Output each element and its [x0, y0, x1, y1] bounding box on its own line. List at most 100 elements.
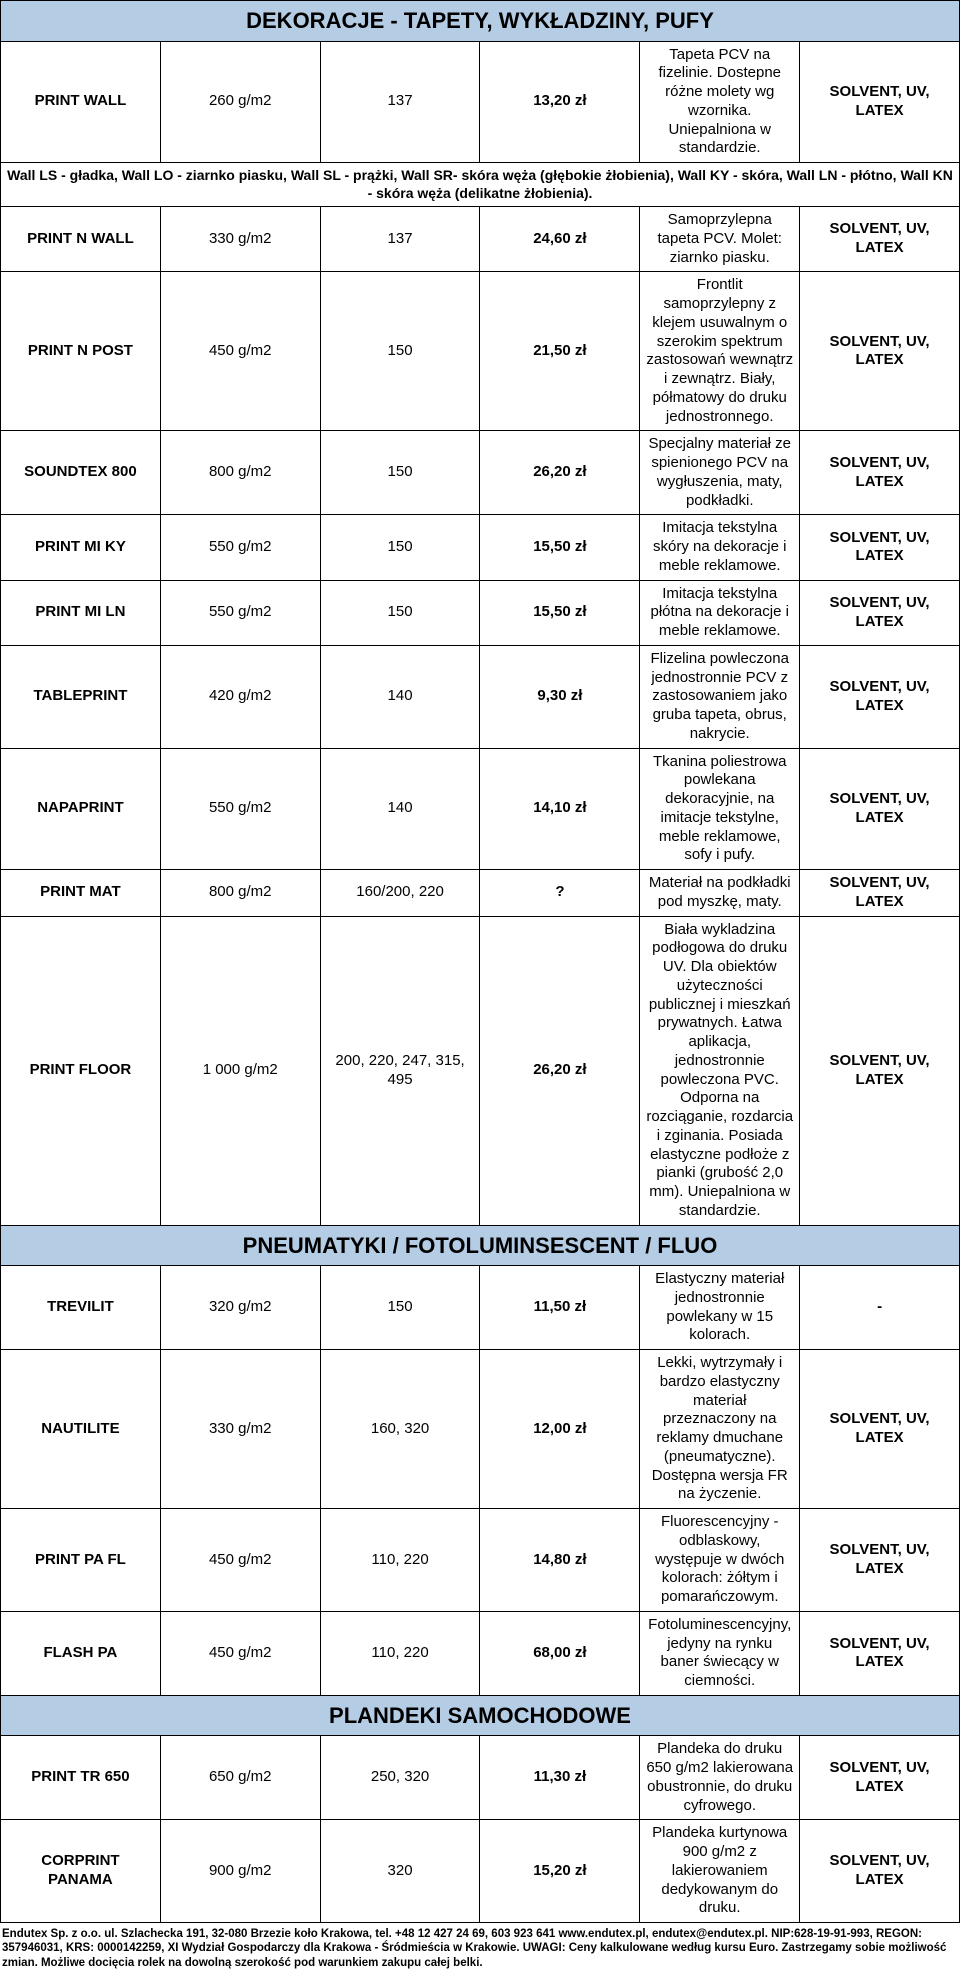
cell-desc: Flizelina powleczona jednostronnie PCV z… [640, 645, 800, 748]
cell-desc: Specjalny materiał ze spienionego PCV na… [640, 431, 800, 515]
cell-price: 14,10 zł [480, 748, 640, 870]
cell-name: CORPRINT PANAMA [1, 1820, 161, 1923]
cell-price: 24,60 zł [480, 207, 640, 272]
table-row: PRINT PA FL 450 g/m2 110, 220 14,80 zł F… [1, 1509, 960, 1612]
table-row: PRINT MI LN 550 g/m2 150 15,50 zł Imitac… [1, 580, 960, 645]
table-row: PRINT TR 650 650 g/m2 250, 320 11,30 zł … [1, 1736, 960, 1820]
cell-price: 21,50 zł [480, 272, 640, 431]
cell-width: 110, 220 [320, 1611, 480, 1695]
cell-width: 150 [320, 431, 480, 515]
cell-desc: Plandeka do druku 650 g/m2 lakierowana o… [640, 1736, 800, 1820]
cell-ink: SOLVENT, UV, LATEX [800, 1509, 960, 1612]
cell-desc: Imitacja tekstylna płótna na dekoracje i… [640, 580, 800, 645]
cell-width: 140 [320, 645, 480, 748]
cell-gram: 450 g/m2 [160, 272, 320, 431]
cell-gram: 550 g/m2 [160, 580, 320, 645]
cell-width: 150 [320, 1266, 480, 1350]
cell-width: 150 [320, 515, 480, 580]
cell-name: TREVILIT [1, 1266, 161, 1350]
cell-desc: Frontlit samoprzylepny z klejem usuwalny… [640, 272, 800, 431]
table-row: PRINT FLOOR 1 000 g/m2 200, 220, 247, 31… [1, 916, 960, 1225]
cell-ink: SOLVENT, UV, LATEX [800, 645, 960, 748]
cell-name: PRINT MI LN [1, 580, 161, 645]
section-title: DEKORACJE - TAPETY, WYKŁADZINY, PUFY [1, 1, 960, 42]
cell-ink: SOLVENT, UV, LATEX [800, 41, 960, 163]
cell-price: 11,30 zł [480, 1736, 640, 1820]
cell-price: ? [480, 870, 640, 917]
cell-desc: Fotoluminescencyjny, jedyny na rynku ban… [640, 1611, 800, 1695]
cell-name: PRINT PA FL [1, 1509, 161, 1612]
table-row: PRINT WALL 260 g/m2 137 13,20 zł Tapeta … [1, 41, 960, 163]
note-row: Wall LS - gładka, Wall LO - ziarnko pias… [1, 163, 960, 207]
cell-desc: Biała wykladzina podłogowa do druku UV. … [640, 916, 800, 1225]
cell-width: 160/200, 220 [320, 870, 480, 917]
cell-ink: SOLVENT, UV, LATEX [800, 748, 960, 870]
cell-desc: Elastyczny materiał jednostronnie powlek… [640, 1266, 800, 1350]
cell-name: PRINT TR 650 [1, 1736, 161, 1820]
cell-price: 9,30 zł [480, 645, 640, 748]
table-row: CORPRINT PANAMA 900 g/m2 320 15,20 zł Pl… [1, 1820, 960, 1923]
cell-ink: SOLVENT, UV, LATEX [800, 870, 960, 917]
table-row: PRINT N WALL 330 g/m2 137 24,60 zł Samop… [1, 207, 960, 272]
cell-ink: SOLVENT, UV, LATEX [800, 515, 960, 580]
cell-name: PRINT WALL [1, 41, 161, 163]
note-text: Wall LS - gładka, Wall LO - ziarnko pias… [1, 163, 960, 207]
cell-gram: 420 g/m2 [160, 645, 320, 748]
cell-price: 15,20 zł [480, 1820, 640, 1923]
footer-text: Endutex Sp. z o.o. ul. Szlachecka 191, 3… [0, 1923, 960, 1980]
cell-gram: 550 g/m2 [160, 515, 320, 580]
cell-width: 160, 320 [320, 1350, 480, 1509]
section-header-row: DEKORACJE - TAPETY, WYKŁADZINY, PUFY [1, 1, 960, 42]
cell-price: 68,00 zł [480, 1611, 640, 1695]
cell-desc: Tapeta PCV na fizelinie. Dostepne różne … [640, 41, 800, 163]
cell-width: 250, 320 [320, 1736, 480, 1820]
table-row: SOUNDTEX 800 800 g/m2 150 26,20 zł Specj… [1, 431, 960, 515]
cell-ink: SOLVENT, UV, LATEX [800, 207, 960, 272]
cell-desc: Fluorescencyjny - odblaskowy, występuje … [640, 1509, 800, 1612]
section-title: PNEUMATYKI / FOTOLUMINSESCENT / FLUO [1, 1225, 960, 1266]
cell-price: 15,50 zł [480, 515, 640, 580]
cell-desc: Plandeka kurtynowa 900 g/m2 z lakierowan… [640, 1820, 800, 1923]
cell-gram: 320 g/m2 [160, 1266, 320, 1350]
cell-name: SOUNDTEX 800 [1, 431, 161, 515]
cell-name: TABLEPRINT [1, 645, 161, 748]
cell-desc: Tkanina poliestrowa powlekana dekoracyjn… [640, 748, 800, 870]
cell-desc: Lekki, wytrzymały i bardzo elastyczny ma… [640, 1350, 800, 1509]
cell-width: 137 [320, 41, 480, 163]
cell-width: 140 [320, 748, 480, 870]
cell-gram: 330 g/m2 [160, 1350, 320, 1509]
cell-gram: 1 000 g/m2 [160, 916, 320, 1225]
cell-gram: 900 g/m2 [160, 1820, 320, 1923]
cell-width: 150 [320, 580, 480, 645]
cell-gram: 800 g/m2 [160, 431, 320, 515]
cell-price: 14,80 zł [480, 1509, 640, 1612]
cell-gram: 450 g/m2 [160, 1509, 320, 1612]
cell-desc: Imitacja tekstylna skóry na dekoracje i … [640, 515, 800, 580]
price-table: DEKORACJE - TAPETY, WYKŁADZINY, PUFY PRI… [0, 0, 960, 1923]
table-row: NAUTILITE 330 g/m2 160, 320 12,00 zł Lek… [1, 1350, 960, 1509]
cell-ink: SOLVENT, UV, LATEX [800, 272, 960, 431]
cell-name: PRINT N POST [1, 272, 161, 431]
cell-width: 110, 220 [320, 1509, 480, 1612]
cell-price: 26,20 zł [480, 431, 640, 515]
cell-gram: 450 g/m2 [160, 1611, 320, 1695]
cell-name: FLASH PA [1, 1611, 161, 1695]
cell-name: PRINT MAT [1, 870, 161, 917]
cell-price: 11,50 zł [480, 1266, 640, 1350]
cell-desc: Samoprzylepna tapeta PCV. Molet: ziarnko… [640, 207, 800, 272]
cell-ink: SOLVENT, UV, LATEX [800, 1820, 960, 1923]
cell-gram: 650 g/m2 [160, 1736, 320, 1820]
cell-ink: SOLVENT, UV, LATEX [800, 431, 960, 515]
cell-gram: 260 g/m2 [160, 41, 320, 163]
cell-width: 150 [320, 272, 480, 431]
table-row: TREVILIT 320 g/m2 150 11,50 zł Elastyczn… [1, 1266, 960, 1350]
cell-width: 320 [320, 1820, 480, 1923]
cell-price: 12,00 zł [480, 1350, 640, 1509]
cell-width: 200, 220, 247, 315, 495 [320, 916, 480, 1225]
section-header-row: PLANDEKI SAMOCHODOWE [1, 1695, 960, 1736]
cell-ink: SOLVENT, UV, LATEX [800, 916, 960, 1225]
cell-gram: 330 g/m2 [160, 207, 320, 272]
cell-ink: - [800, 1266, 960, 1350]
table-row: PRINT N POST 450 g/m2 150 21,50 zł Front… [1, 272, 960, 431]
cell-desc: Materiał na podkładki pod myszkę, maty. [640, 870, 800, 917]
